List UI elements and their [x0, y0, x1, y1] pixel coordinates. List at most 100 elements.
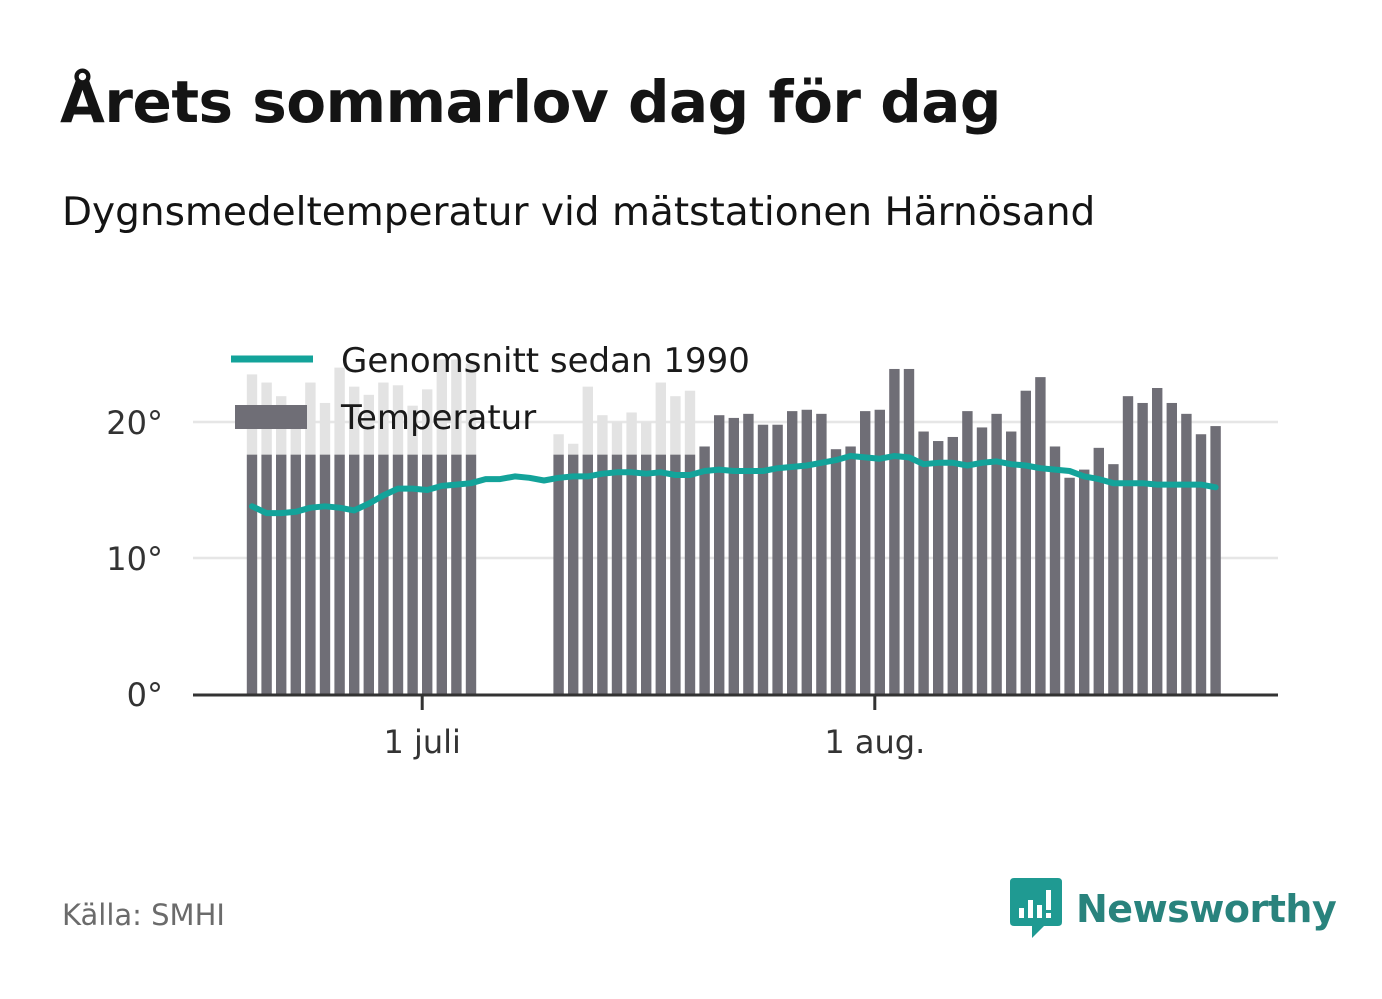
- bar: [743, 413, 754, 694]
- bar: [407, 454, 418, 694]
- bar: [787, 411, 798, 694]
- bar: [1020, 390, 1031, 694]
- bar: [392, 454, 404, 694]
- bar: [816, 413, 827, 694]
- bar: [757, 424, 769, 694]
- brand-logo[interactable]: Newsworthy: [1010, 878, 1337, 940]
- bar: [903, 368, 915, 694]
- x-tick-label: 1 aug.: [824, 723, 925, 761]
- bar: [1195, 434, 1207, 694]
- bar-faded-top: [290, 408, 301, 455]
- bar: [728, 417, 739, 694]
- bar: [246, 454, 258, 694]
- chart-subtitle: Dygnsmedeltemperatur vid mätstationen Hä…: [62, 190, 1096, 235]
- bar: [772, 424, 783, 694]
- bar-faded-top: [684, 390, 696, 455]
- bar-faded-top: [451, 359, 462, 455]
- bar: [626, 454, 637, 694]
- bar: [1064, 477, 1075, 694]
- bar: [1122, 396, 1134, 694]
- bar: [378, 454, 389, 694]
- legend-label-temperature: Temperatur: [340, 398, 536, 438]
- bar-faded-top: [334, 367, 345, 455]
- bar: [553, 454, 564, 694]
- bar: [699, 446, 710, 694]
- bar-faded-top: [319, 402, 331, 455]
- bar-faded-top: [597, 415, 608, 455]
- bar-faded-top: [465, 363, 477, 455]
- bar: [349, 454, 360, 694]
- average-line: [249, 453, 1219, 517]
- bar: [436, 454, 447, 694]
- bar: [465, 454, 477, 694]
- bar: [860, 411, 871, 694]
- bar-faded-top: [349, 386, 360, 455]
- bar: [830, 449, 842, 694]
- bar-faded-top: [378, 382, 389, 455]
- bar-faded-top: [392, 385, 404, 455]
- bar-faded-top: [305, 382, 316, 455]
- legend-bar-swatch: [235, 405, 307, 429]
- bar: [845, 446, 856, 694]
- bar-faded-top: [626, 412, 637, 455]
- bar: [991, 413, 1002, 694]
- bar: [568, 454, 579, 694]
- bar: [1210, 426, 1221, 694]
- bar: [641, 454, 652, 694]
- bar: [276, 454, 287, 694]
- bar-faded-top: [611, 422, 623, 455]
- legend-label-average: Genomsnitt sedan 1990: [341, 341, 750, 381]
- bar-faded-top: [655, 382, 666, 455]
- bar: [1152, 388, 1163, 694]
- bar: [933, 441, 944, 694]
- bar-faded-top: [422, 389, 433, 455]
- bar-faded-top: [568, 443, 579, 455]
- newsworthy-logo-icon: [1010, 878, 1062, 938]
- bar: [1049, 446, 1061, 694]
- bar: [1035, 377, 1046, 694]
- average-line-group: [249, 453, 1219, 517]
- bar: [611, 454, 623, 694]
- bar: [801, 409, 812, 694]
- bar: [582, 454, 593, 694]
- bar: [918, 431, 929, 694]
- y-tick-label: 0°: [127, 676, 163, 714]
- bar-faded-top: [363, 394, 374, 455]
- bar: [1093, 447, 1104, 694]
- bar: [670, 454, 681, 694]
- y-tick-label: 20°: [106, 404, 163, 442]
- chart-title: Årets sommarlov dag för dag: [60, 68, 1001, 136]
- bar-faded-top: [670, 396, 681, 455]
- bar: [363, 454, 374, 694]
- bar: [976, 427, 988, 694]
- bar: [319, 454, 331, 694]
- bar-faded-top: [407, 405, 418, 455]
- axes: 0° 10° 20° 1 juli 1 aug.: [106, 404, 1278, 761]
- bar: [451, 454, 462, 694]
- bar: [962, 411, 973, 694]
- y-tick-label: 10°: [106, 540, 163, 578]
- bar: [334, 454, 345, 694]
- bar: [1181, 413, 1192, 694]
- bar: [1079, 469, 1090, 694]
- bar: [1108, 464, 1119, 694]
- source-note: Källa: SMHI: [62, 898, 225, 932]
- bar: [714, 415, 725, 694]
- bar: [1166, 402, 1177, 694]
- bar: [290, 454, 301, 694]
- bar: [655, 454, 666, 694]
- x-tick-label: 1 juli: [383, 723, 460, 761]
- bar: [305, 454, 316, 694]
- bar-faded-top: [582, 386, 593, 455]
- bar: [422, 454, 433, 694]
- bar: [261, 454, 272, 694]
- bar: [1006, 431, 1017, 694]
- bar: [889, 368, 900, 694]
- bar: [874, 409, 885, 694]
- bar: [947, 436, 958, 694]
- bar-faded-top: [436, 359, 447, 455]
- brand-name: Newsworthy: [1076, 887, 1337, 931]
- bar: [597, 454, 608, 694]
- bar-faded-top: [553, 434, 564, 455]
